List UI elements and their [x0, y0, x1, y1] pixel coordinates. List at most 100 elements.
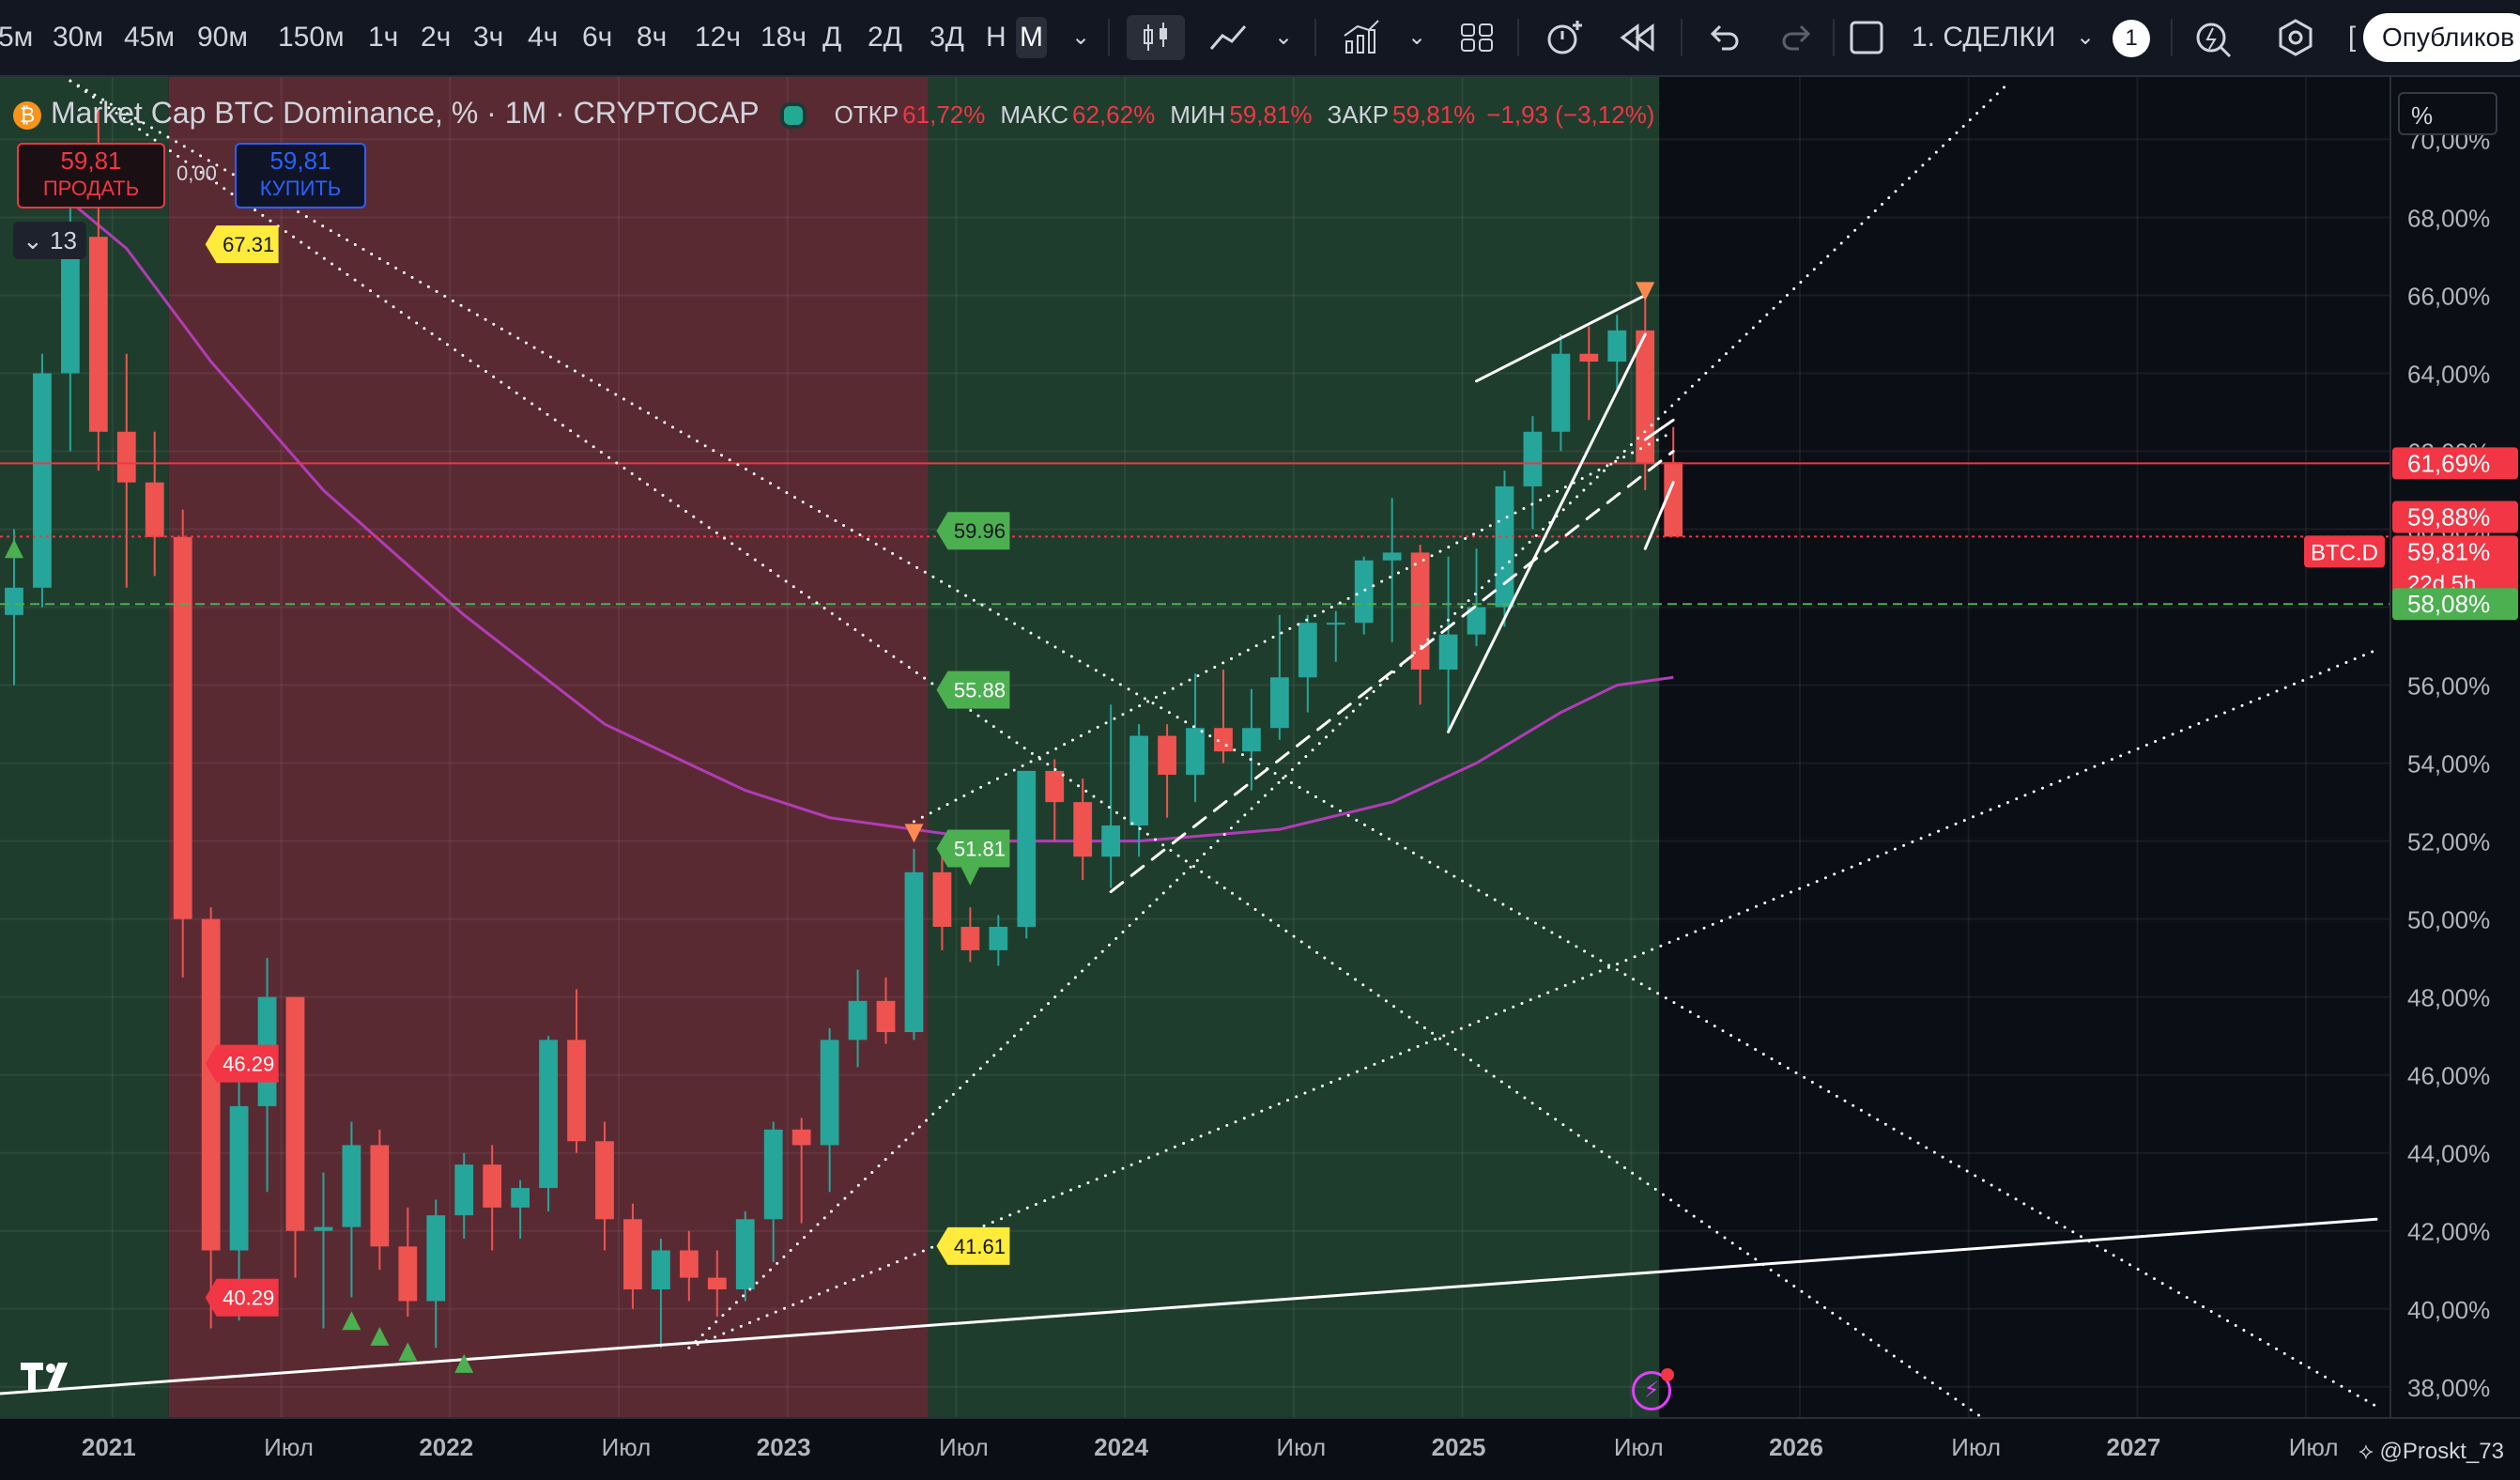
- fullscreen-icon[interactable]: [: [2347, 22, 2357, 53]
- background-zone: [928, 77, 1660, 1418]
- candle-body: [848, 1000, 868, 1041]
- trendline: [1109, 450, 1675, 894]
- trendline: [0, 1217, 2378, 1395]
- signal-marker: [1636, 282, 1655, 301]
- time-tick-label: 2027: [2107, 1433, 2161, 1461]
- candle: [285, 996, 305, 1278]
- candle: [145, 431, 164, 577]
- unit-selector[interactable]: %: [2398, 92, 2497, 135]
- timeframe-18[interactable]: М: [1016, 17, 1047, 58]
- replay-icon[interactable]: [1613, 15, 1662, 60]
- timeframe-4[interactable]: 90м: [197, 22, 248, 53]
- candle: [707, 1250, 727, 1318]
- candle-body: [735, 1219, 755, 1290]
- level-tag-shape: [205, 1278, 279, 1317]
- background-zone: [0, 77, 169, 1418]
- candle-body: [1158, 735, 1176, 776]
- candle-body: [1495, 486, 1514, 608]
- candle: [960, 907, 980, 963]
- lightning-icon[interactable]: ⚡: [1632, 1368, 1674, 1411]
- low-label: МИН: [1170, 100, 1226, 129]
- candle: [876, 977, 896, 1044]
- candle: [791, 1118, 811, 1224]
- chevron-down-icon: ⌄: [23, 226, 51, 254]
- candle: [1045, 759, 1065, 841]
- timeframe-9[interactable]: 4ч: [528, 22, 559, 53]
- candle-body: [1607, 330, 1627, 362]
- chevron-down-icon[interactable]: ⌄: [2075, 24, 2096, 50]
- candle-body: [33, 373, 52, 588]
- candle: [1467, 548, 1486, 647]
- candle: [1101, 704, 1121, 888]
- background-zone: [168, 77, 929, 1418]
- timeframe-16[interactable]: 3Д: [930, 22, 965, 53]
- signal-marker: [398, 1342, 418, 1362]
- candle: [511, 1179, 530, 1240]
- level-tag: 41.61: [936, 1226, 1010, 1265]
- level-tag-text: 59.96: [954, 519, 1006, 543]
- candle-body: [1579, 353, 1599, 362]
- trendline: [1643, 481, 1675, 550]
- publish-button[interactable]: Опубликов: [2362, 13, 2520, 62]
- timeframe-1[interactable]: 5м: [0, 22, 34, 53]
- chevron-down-icon[interactable]: ⌄: [1070, 24, 1091, 50]
- candle-body: [567, 1040, 586, 1142]
- candle: [1607, 315, 1627, 390]
- timeframe-12[interactable]: 12ч: [695, 22, 741, 53]
- quick-search-icon[interactable]: [2190, 15, 2236, 60]
- redo-icon[interactable]: [1775, 15, 1820, 60]
- visibility-dot-icon[interactable]: [779, 101, 807, 129]
- timeframe-14[interactable]: Д: [822, 22, 842, 53]
- level-tag: 55.88: [936, 671, 1010, 709]
- timeframe-13[interactable]: 18ч: [761, 22, 807, 53]
- notification-badge[interactable]: 1: [2113, 20, 2150, 57]
- chevron-down-icon[interactable]: ⌄: [1273, 24, 1294, 50]
- level-tag-text: 40.29: [223, 1287, 274, 1310]
- signal-marker: [904, 824, 924, 843]
- price-axis-background: [2390, 77, 2520, 1418]
- time-tick-label: 2025: [1432, 1433, 1486, 1461]
- trendline: [687, 648, 2378, 1349]
- candle-body: [1073, 802, 1093, 857]
- signal-marker: [370, 1326, 390, 1346]
- buy-button[interactable]: 59,81 КУПИТЬ: [235, 143, 366, 208]
- timeframe-2[interactable]: 30м: [53, 22, 103, 53]
- layout-name[interactable]: 1. СДЕЛКИ: [1912, 22, 2056, 53]
- timeframe-8[interactable]: 3ч: [473, 22, 504, 53]
- undo-icon[interactable]: [1701, 15, 1746, 60]
- price-tick-label: 64,00%: [2407, 360, 2490, 388]
- notification-dot: [1661, 1368, 1674, 1381]
- layout-grid-icon[interactable]: [1453, 15, 1500, 60]
- sell-button[interactable]: 59,81 ПРОДАТЬ: [17, 143, 165, 208]
- close-label: ЗАКР: [1327, 100, 1390, 129]
- candle-body: [1326, 623, 1345, 625]
- chevron-down-icon[interactable]: ⌄: [1406, 24, 1427, 50]
- price-label-text: 61,69%: [2407, 449, 2490, 477]
- symbol-title[interactable]: Market Cap BTC Dominance, % · 1M · CRYPT…: [51, 96, 760, 130]
- indicators-icon[interactable]: [1333, 15, 1390, 60]
- timeframe-6[interactable]: 1ч: [368, 22, 399, 53]
- timeframe-17[interactable]: Н: [986, 22, 1006, 53]
- timeframe-5[interactable]: 150м: [278, 22, 345, 53]
- alert-clock-icon[interactable]: [1538, 15, 1590, 60]
- candle: [370, 1129, 390, 1271]
- settings-icon[interactable]: [2272, 15, 2319, 60]
- price-label-bg: [2392, 447, 2518, 480]
- candles-icon[interactable]: [1127, 15, 1185, 60]
- candle: [1523, 416, 1543, 530]
- timeframe-11[interactable]: 8ч: [637, 22, 668, 53]
- layout-square-icon[interactable]: [1848, 15, 1885, 60]
- level-tag: 67.31: [205, 225, 279, 264]
- timeframe-3[interactable]: 45м: [124, 22, 175, 53]
- line-chart-icon[interactable]: [1200, 15, 1256, 60]
- timeframe-10[interactable]: 6ч: [582, 22, 613, 53]
- level-tag-text: 51.81: [954, 838, 1006, 861]
- candle-body: [1129, 735, 1148, 826]
- timeframe-7[interactable]: 2ч: [421, 22, 452, 53]
- timeframe-15[interactable]: 2Д: [868, 22, 903, 53]
- toolbar-separator: [1681, 19, 1683, 56]
- candle: [932, 848, 952, 950]
- candle-body: [1467, 607, 1486, 635]
- indicators-collapse-button[interactable]: ⌄ 13: [13, 222, 86, 259]
